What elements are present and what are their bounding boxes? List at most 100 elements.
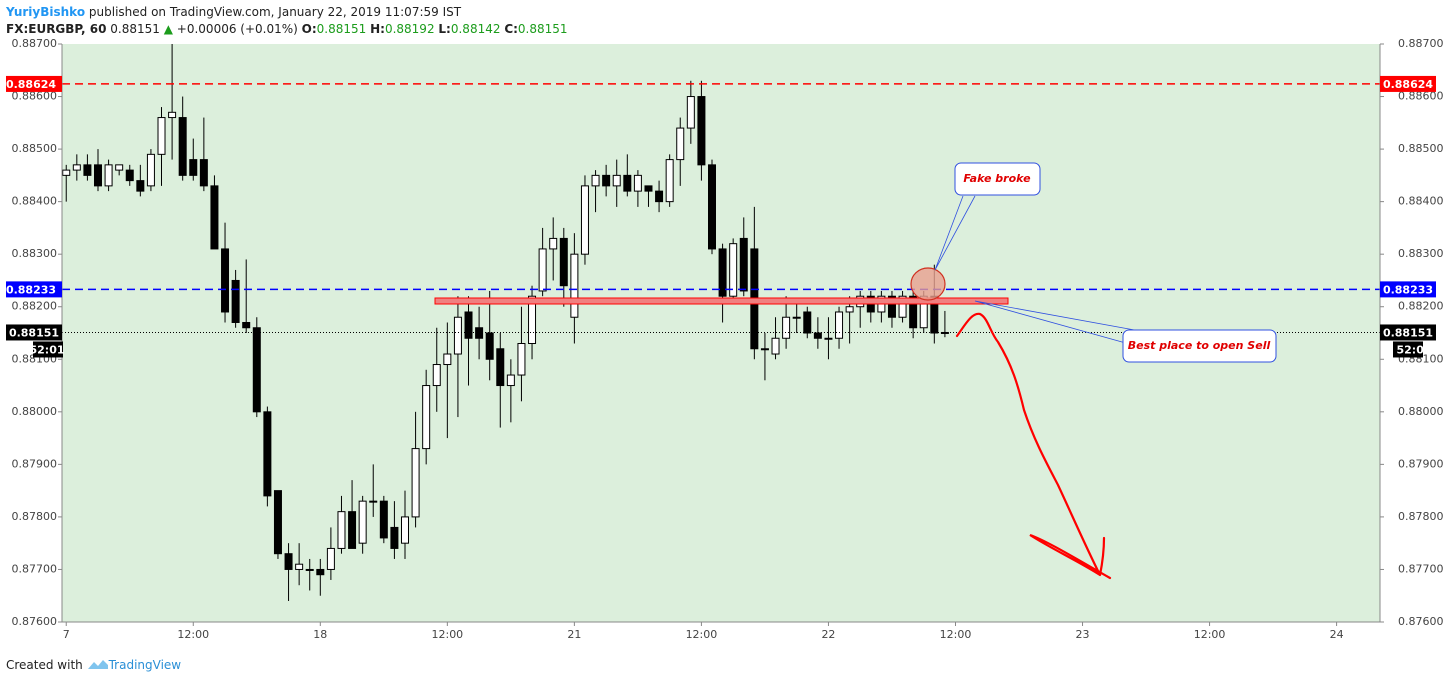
candle-body xyxy=(697,96,706,166)
level-label: 0.88624 xyxy=(1383,78,1433,91)
candle-body xyxy=(411,448,420,518)
header: YuriyBishko published on TradingView.com… xyxy=(6,4,568,38)
candle-body xyxy=(390,526,399,549)
x-tick-label: 12:00 xyxy=(686,628,718,641)
brand-text: TradingView xyxy=(108,658,182,672)
level-label-box xyxy=(1380,75,1436,92)
candle-body xyxy=(686,96,695,129)
candle-body xyxy=(792,316,801,319)
candle-body xyxy=(453,316,462,355)
candle-body xyxy=(337,511,346,549)
candle-body xyxy=(157,117,166,155)
candle-body xyxy=(813,332,822,339)
candle-body xyxy=(475,327,484,339)
candle-body xyxy=(369,500,378,503)
candle-body xyxy=(909,295,918,329)
candle-body xyxy=(528,295,537,345)
callout-text: Fake broke xyxy=(963,172,1031,185)
y-tick-label: 0.88000 xyxy=(12,405,58,418)
candle-body xyxy=(580,185,589,255)
candle-body xyxy=(432,364,441,387)
candle-body xyxy=(72,164,81,171)
projection-arrow xyxy=(955,312,1112,580)
candle-body xyxy=(517,343,526,376)
y-tick-label: 0.87900 xyxy=(12,457,58,470)
level-label: 0.88233 xyxy=(1383,283,1433,296)
l-value: 0.88142 xyxy=(450,22,501,36)
candle-body xyxy=(464,311,473,339)
countdown-box xyxy=(33,341,63,358)
last-price-label: 0.88151 xyxy=(9,326,59,339)
y-tick-label: 0.88700 xyxy=(12,37,58,50)
candle-body xyxy=(665,159,674,203)
x-tick-label: 24 xyxy=(1330,628,1344,641)
y-tick-label: 0.87800 xyxy=(1398,510,1444,523)
level-label: 0.88233 xyxy=(6,283,56,296)
header-line-2: FX:EURGBP, 60 0.88151 ▲ +0.00006 (+0.01%… xyxy=(6,21,568,38)
candle-body xyxy=(887,295,896,318)
candle-body xyxy=(115,164,124,171)
candle-body xyxy=(623,174,632,192)
candle-body xyxy=(231,279,240,323)
o-value: 0.88151 xyxy=(316,22,367,36)
candle-body xyxy=(263,411,272,497)
brand-logo xyxy=(87,660,108,669)
candle-body xyxy=(655,190,664,203)
candle-body xyxy=(252,327,261,413)
y-tick-label: 0.87900 xyxy=(1398,457,1444,470)
l-label: L: xyxy=(438,22,451,36)
c-label: C: xyxy=(504,22,518,36)
last-price-box xyxy=(1380,324,1436,341)
c-value: 0.88151 xyxy=(517,22,568,36)
y-tick-label: 0.88600 xyxy=(12,90,58,103)
candle-body xyxy=(242,321,251,329)
candle-body xyxy=(782,316,791,339)
callout-box xyxy=(954,162,1041,196)
candle-body xyxy=(602,174,611,187)
candle-body xyxy=(284,553,293,570)
o-label: O: xyxy=(301,22,317,36)
level-label-box xyxy=(1380,281,1436,298)
author[interactable]: YuriyBishko xyxy=(6,5,86,19)
y-tick-label: 0.88000 xyxy=(1398,405,1444,418)
candle-body xyxy=(62,169,71,176)
candle-body xyxy=(496,348,505,387)
candle-body xyxy=(93,164,102,187)
countdown-box xyxy=(1393,341,1423,358)
x-tick-label: 12:00 xyxy=(940,628,972,641)
candle-body xyxy=(358,500,367,544)
candle-body xyxy=(570,253,579,318)
h-label: H: xyxy=(370,22,385,36)
candle-body xyxy=(178,117,187,176)
brand[interactable]: TradingView xyxy=(87,658,182,672)
candle-body xyxy=(104,164,113,187)
candle-body xyxy=(718,248,727,297)
level-label-box xyxy=(6,75,62,92)
level-label-box xyxy=(6,281,62,298)
candle-body xyxy=(189,159,198,176)
candle-body xyxy=(898,295,907,318)
candle-body xyxy=(506,374,515,387)
y-tick-label: 0.87800 xyxy=(12,510,58,523)
last-price-box xyxy=(6,324,62,341)
candle-body xyxy=(146,153,155,187)
candle-body xyxy=(210,185,219,250)
up-arrow: ▲ xyxy=(163,22,173,36)
callout-box xyxy=(1122,329,1277,363)
candle-body xyxy=(168,111,177,119)
x-tick-label: 12:00 xyxy=(177,628,209,641)
header-line-1: YuriyBishko published on TradingView.com… xyxy=(6,4,568,21)
candle-body xyxy=(739,237,748,292)
y-tick-label: 0.88400 xyxy=(12,195,58,208)
candle-body xyxy=(305,568,314,571)
callout-pointer xyxy=(934,195,976,271)
candle-body xyxy=(591,174,600,187)
candle-body xyxy=(644,185,653,192)
y-tick-label: 0.87600 xyxy=(12,615,58,628)
x-tick-label: 7 xyxy=(63,628,70,641)
candle-body xyxy=(729,243,738,297)
y-tick-label: 0.88200 xyxy=(12,300,58,313)
y-tick-label: 0.88500 xyxy=(12,142,58,155)
fake-break-ellipse xyxy=(910,267,946,301)
x-tick-label: 23 xyxy=(1076,628,1090,641)
